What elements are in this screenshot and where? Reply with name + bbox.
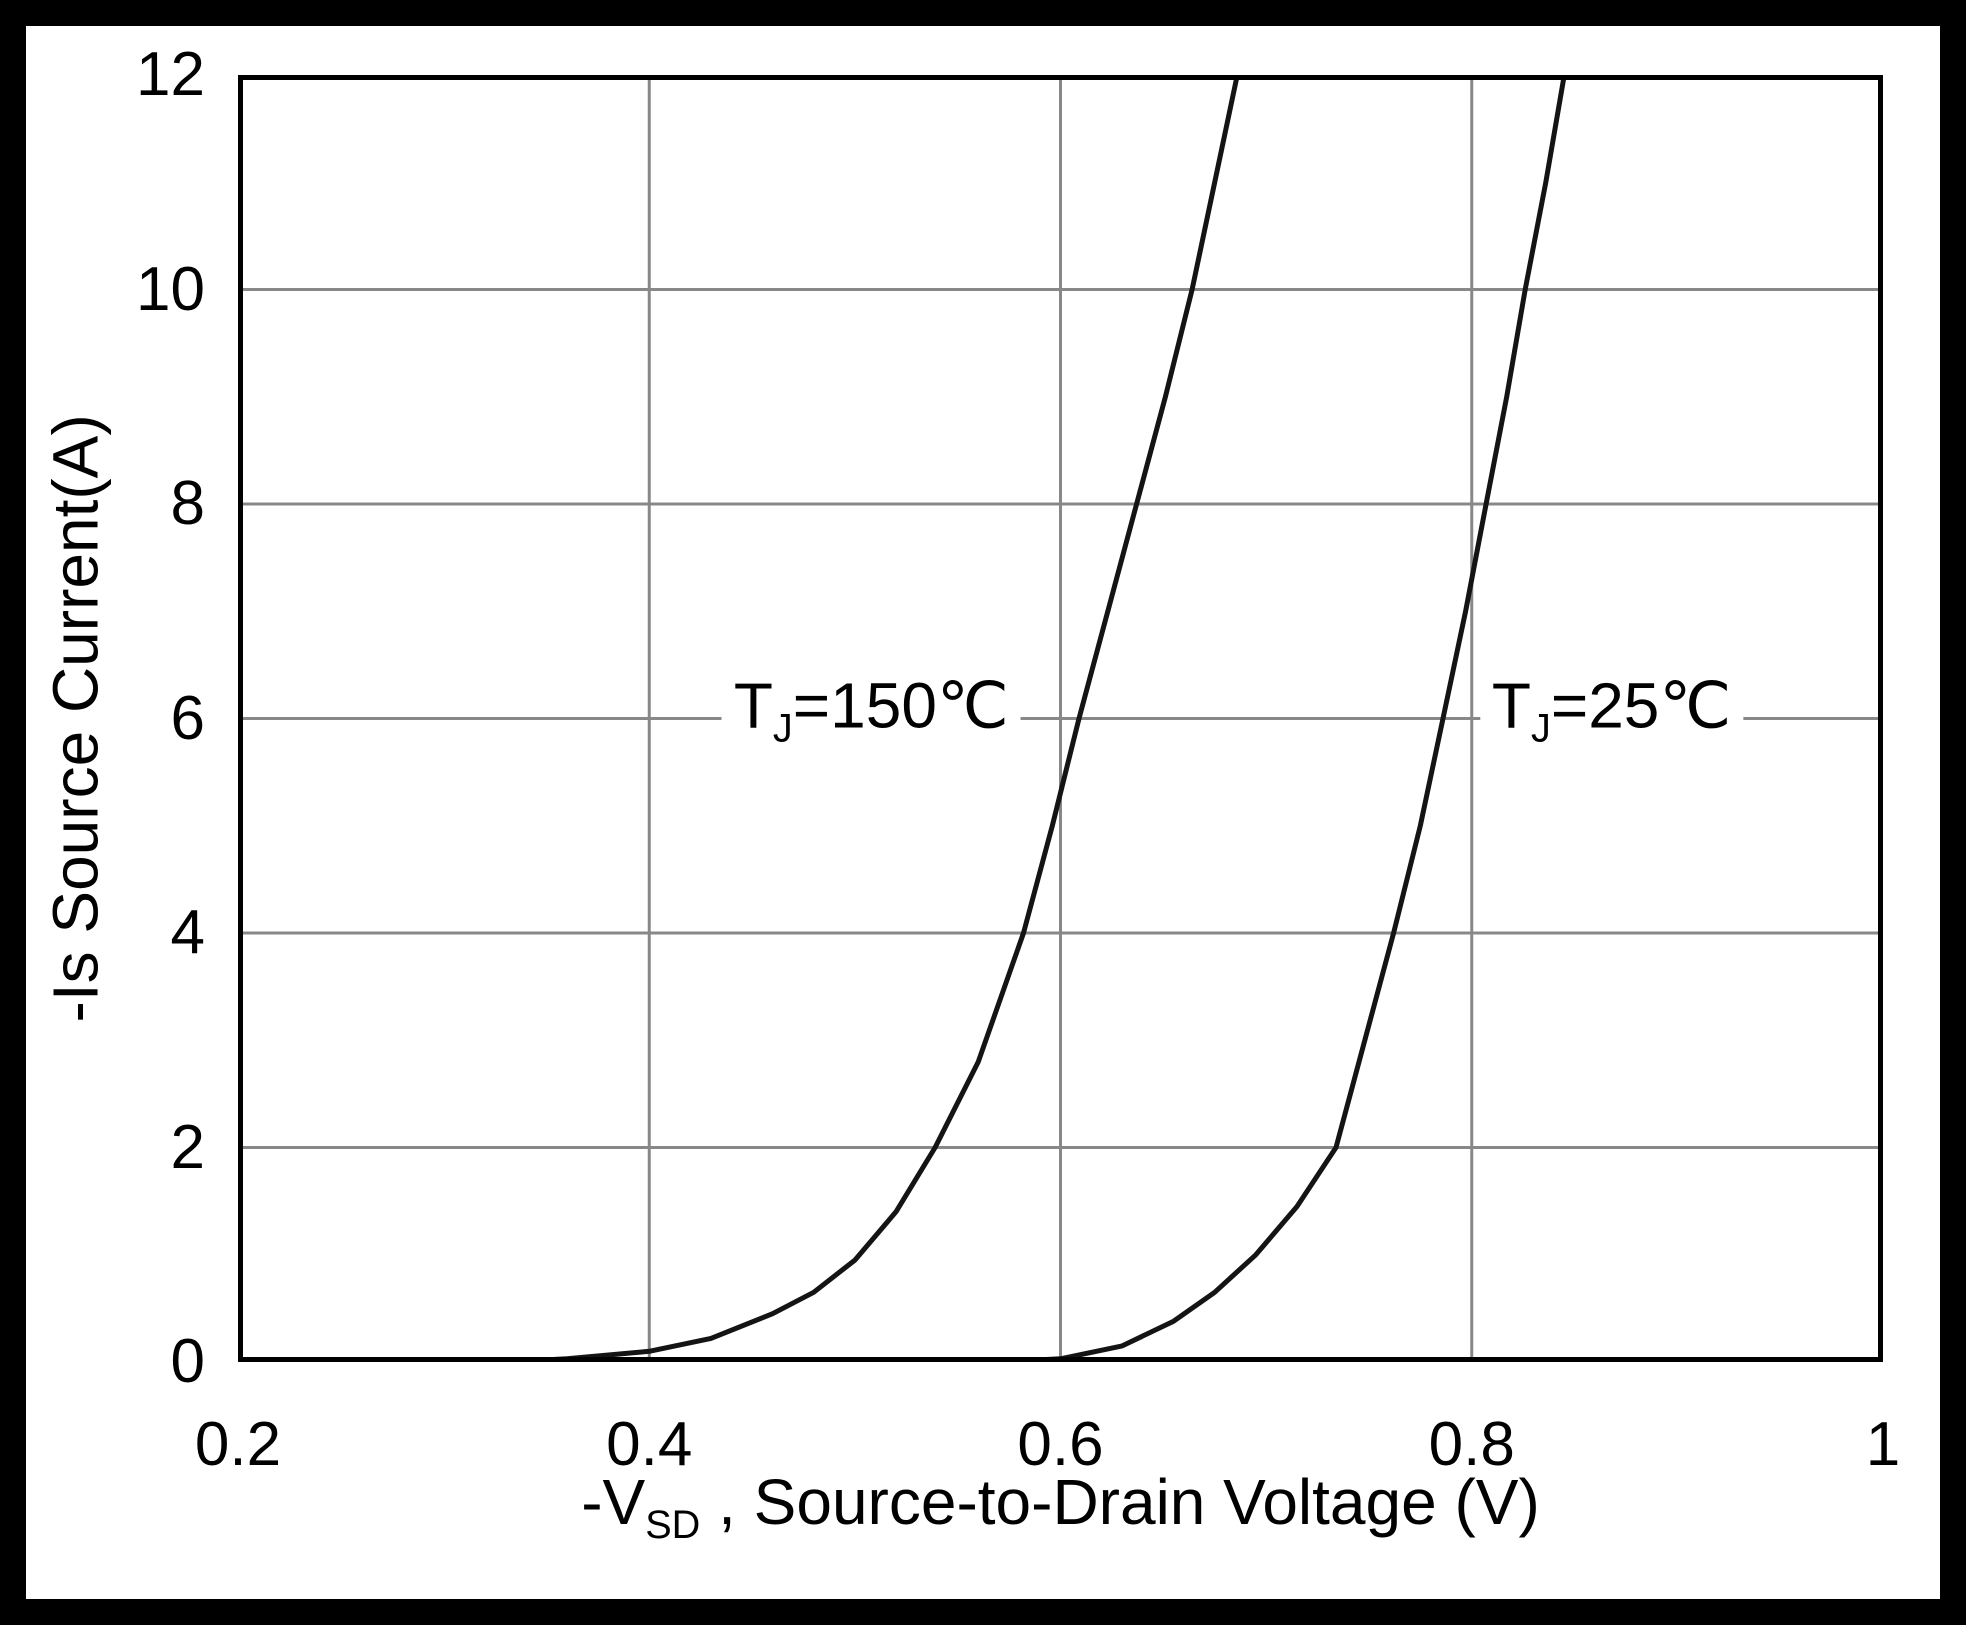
curve-tj25: [238, 75, 1567, 1362]
x-tick-label-1: 1: [1865, 1410, 1901, 1479]
x-tick-label-0.8: 0.8: [1428, 1410, 1515, 1479]
y-tick-label-12: 12: [136, 40, 205, 109]
x-tick-label-0.4: 0.4: [606, 1410, 693, 1479]
curve-label-text: =150℃: [792, 669, 1009, 742]
curve-label-text: =25℃: [1550, 669, 1732, 742]
curve-label-prefix: T: [733, 669, 773, 742]
y-tick-label-6: 6: [170, 683, 205, 753]
plot-border: [238, 75, 1883, 1362]
curve-tj150: [238, 75, 1240, 1362]
curve-label-sub: J: [1530, 705, 1551, 750]
y-tick-label-0: 0: [170, 1327, 205, 1396]
y-tick-label-10: 10: [136, 254, 205, 324]
x-tick-label-0.2: 0.2: [194, 1410, 282, 1479]
x-axis-title: -VSD , Source-to-Drain Voltage (V): [238, 1466, 1883, 1561]
curve-label-TJ25: TJ=25℃: [1479, 668, 1744, 765]
x-axis-title-rest: , Source-to-Drain Voltage (V): [700, 1466, 1540, 1538]
curve-label-prefix: T: [1491, 669, 1531, 742]
x-axis-title-prefix: -V: [581, 1466, 646, 1538]
x-tick-label-0.6: 0.6: [1017, 1410, 1104, 1479]
y-tick-label-2: 2: [170, 1112, 205, 1182]
curve-label-TJ150: TJ=150℃: [721, 668, 1021, 765]
y-tick-label-8: 8: [170, 469, 205, 538]
plot-svg: [238, 75, 1883, 1362]
y-tick-label-4: 4: [170, 898, 205, 967]
x-axis-title-sub: SD: [645, 1502, 701, 1547]
curve-label-sub: J: [772, 705, 793, 750]
